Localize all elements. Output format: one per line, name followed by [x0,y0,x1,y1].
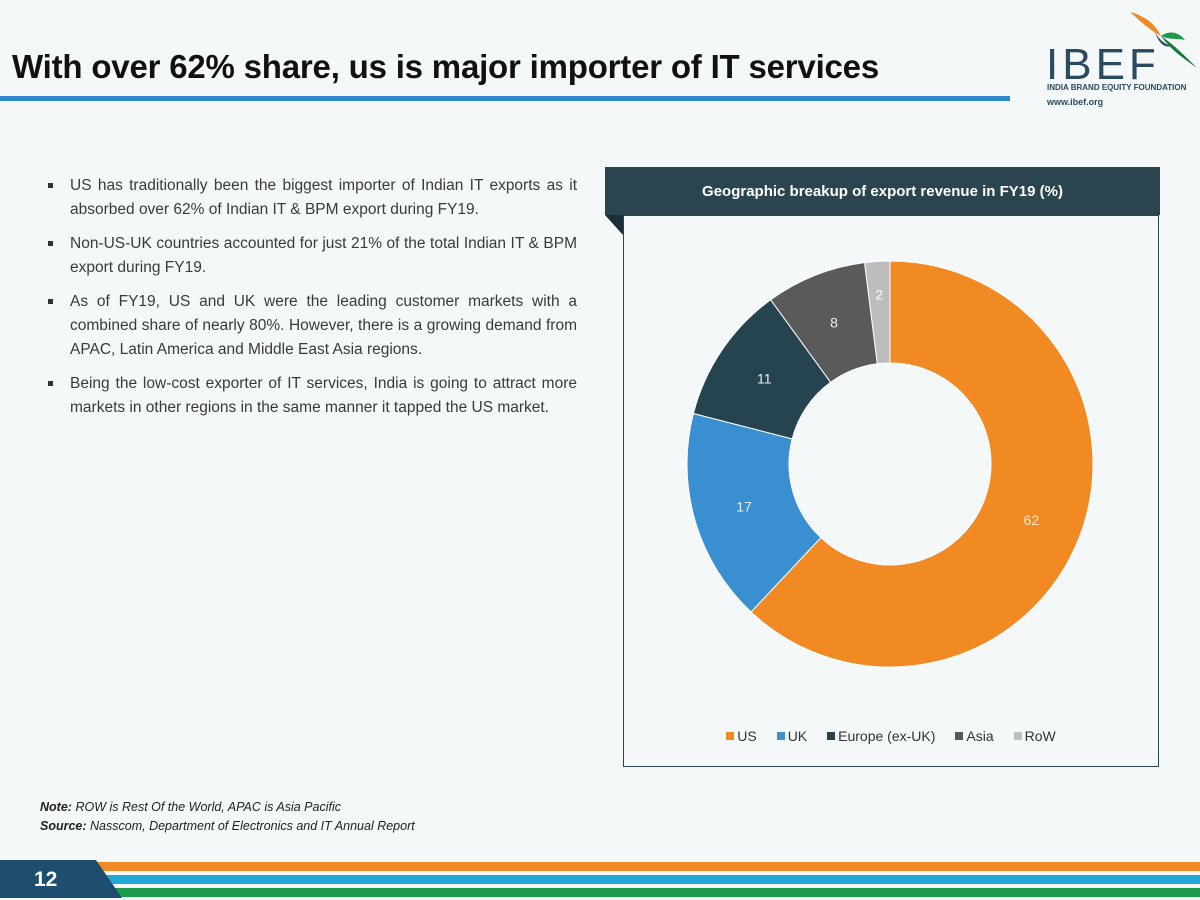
bullet-item: Being the low-cost exporter of IT servic… [46,372,577,420]
source-line: Source: Nasscom, Department of Electroni… [40,817,415,836]
legend-swatch [955,732,964,740]
title-underline [0,96,1010,101]
page-number: 12 [34,868,58,891]
legend-swatch [827,732,836,740]
donut-slice-uk [686,412,822,613]
source-label: Source: [40,819,87,833]
footer-stripe-green [97,888,1200,897]
donut-slice-us [750,260,1094,668]
donut-data-label: 62 [1024,512,1040,528]
donut-data-label: 17 [736,498,752,514]
legend-swatch [1013,732,1022,740]
donut-data-label: 11 [757,371,772,387]
source-text: Nasscom, Department of Electronics and I… [90,819,415,833]
note-label: Note: [40,800,72,814]
footnote: Note: ROW is Rest Of the World, APAC is … [40,798,415,836]
legend-item: UK [776,728,808,744]
legend-label: Asia [966,728,994,744]
chart-header-fold [605,215,623,235]
legend-label: RoW [1024,728,1056,744]
footer-stripe-cyan [97,875,1200,884]
donut-data-label: 8 [830,315,838,331]
bullet-item: US has traditionally been the biggest im… [46,174,577,222]
legend-swatch [726,732,735,740]
legend-item: US [726,728,757,744]
legend-swatch [776,732,785,740]
bullet-list: US has traditionally been the biggest im… [46,174,577,430]
logo-url[interactable]: www.ibef.org [1047,97,1104,107]
chart-legend: US UK Europe (ex-UK) Asia RoW [623,728,1159,744]
legend-item: RoW [1013,728,1056,744]
page-title: With over 62% share, us is major importe… [12,48,879,85]
bullet-item: Non-US-UK countries accounted for just 2… [46,232,577,280]
ibef-logo: IBEF INDIA BRAND EQUITY FOUNDATION www.i… [1040,10,1200,110]
donut-data-label: 2 [875,286,883,302]
page-number-tab [0,860,122,898]
logo-wordmark: IBEF [1046,40,1160,89]
legend-label: Europe (ex-UK) [838,728,936,744]
legend-item: Europe (ex-UK) [827,728,935,744]
legend-label: US [737,728,757,744]
chart-title: Geographic breakup of export revenue in … [605,167,1160,215]
legend-item: Asia [955,728,994,744]
note-text: ROW is Rest Of the World, APAC is Asia P… [75,800,342,814]
donut-chart: 62 17 11 8 2 [686,260,1094,668]
footer-stripe-orange [97,862,1200,871]
legend-label: UK [787,728,808,744]
bird-icon [1130,12,1197,68]
logo-subtitle: INDIA BRAND EQUITY FOUNDATION [1047,83,1187,92]
note-line: Note: ROW is Rest Of the World, APAC is … [40,798,415,817]
bullet-item: As of FY19, US and UK were the leading c… [46,290,577,362]
donut-slice-row [863,260,891,365]
